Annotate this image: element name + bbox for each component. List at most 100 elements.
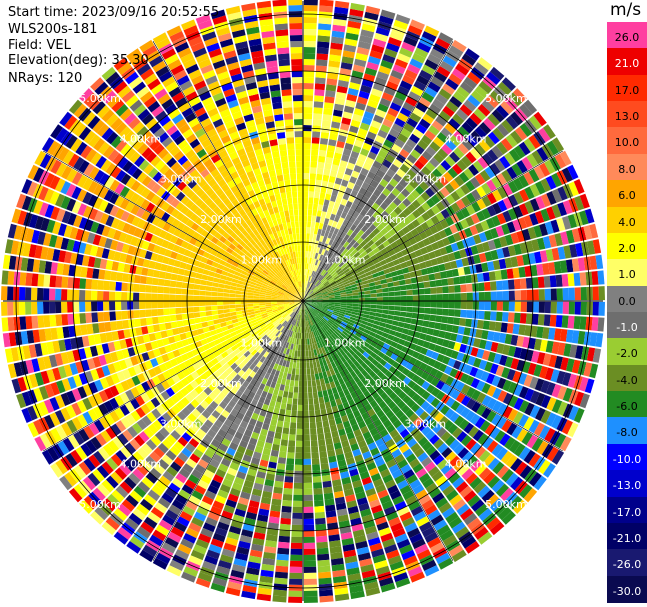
velocity-gate [372,324,379,330]
velocity-gate [322,293,329,296]
velocity-gate [460,292,467,301]
velocity-gate [542,236,552,249]
velocity-gate [70,449,83,464]
velocity-gate [314,265,319,272]
velocity-gate [180,397,190,407]
velocity-gate [513,347,522,359]
velocity-gate [304,296,310,300]
velocity-gate [292,398,298,405]
velocity-gate [447,423,458,435]
velocity-gate [229,370,238,379]
velocity-gate [273,288,280,292]
velocity-gate [270,418,278,427]
velocity-gate [295,301,302,304]
velocity-gate [136,503,150,516]
velocity-gate [507,312,515,323]
velocity-gate [575,242,584,257]
velocity-gate [332,158,341,166]
velocity-gate [310,167,317,174]
velocity-gate [551,188,563,203]
velocity-gate [163,308,170,316]
velocity-gate [399,285,407,291]
velocity-gate [77,174,88,188]
velocity-gate [282,360,287,367]
velocity-gate [397,459,409,469]
velocity-gate [154,502,168,514]
velocity-gate [239,323,247,329]
velocity-gate [109,192,120,205]
velocity-gate [362,332,369,338]
velocity-gate [249,281,257,286]
velocity-gate [276,463,286,470]
velocity-gate [318,571,332,579]
velocity-gate [247,309,255,313]
velocity-gate [332,285,339,290]
velocity-gate [303,572,317,579]
velocity-gate [101,343,110,354]
velocity-gate [321,248,326,256]
velocity-gate [398,279,406,286]
velocity-gate [409,251,417,260]
velocity-gate [496,173,507,186]
velocity-gate [499,155,511,169]
velocity-gate [365,5,381,15]
velocity-gate [272,289,279,293]
velocity-gate [471,389,481,401]
velocity-gate [373,418,383,428]
velocity-gate [531,239,540,252]
velocity-gate [295,299,302,301]
velocity-gate [33,419,45,435]
velocity-gate [414,159,425,170]
velocity-gate [259,296,266,299]
velocity-gate [309,257,312,264]
velocity-gate [371,44,385,54]
velocity-gate [181,571,197,583]
velocity-gate [559,260,568,273]
velocity-gate [568,301,575,315]
velocity-gate [325,338,331,345]
velocity-gate [294,307,299,313]
velocity-gate [93,392,104,405]
velocity-gate [349,468,359,477]
velocity-gate [329,280,336,285]
velocity-gate [333,309,340,313]
velocity-gate [199,285,207,291]
velocity-gate [410,365,419,374]
velocity-gate [346,373,353,381]
velocity-gate [312,286,318,292]
velocity-gate [196,443,207,454]
velocity-gate [92,356,102,368]
velocity-gate [219,358,227,367]
velocity-gate [360,344,368,352]
velocity-gate [289,302,296,305]
velocity-gate [551,384,562,398]
velocity-gate [364,304,371,308]
velocity-gate [329,54,341,62]
velocity-gate [478,508,493,522]
velocity-gate [312,343,316,350]
velocity-gate [436,308,443,316]
velocity-gate [140,318,147,327]
velocity-gate [293,313,297,319]
velocity-gate [104,353,113,364]
velocity-gate [413,417,423,427]
velocity-gate [364,228,373,236]
velocity-gate [331,189,339,197]
velocity-gate [284,385,290,392]
velocity-gate [272,291,279,295]
velocity-gate [328,343,334,350]
velocity-gate [436,256,444,265]
velocity-gate [335,146,344,155]
velocity-gate [169,235,179,244]
velocity-gate [262,327,269,333]
velocity-gate [422,340,431,349]
velocity-gate [380,391,389,401]
velocity-gate [382,173,392,183]
velocity-gate [476,186,487,198]
velocity-gate [506,268,514,279]
velocity-gate [84,347,93,359]
velocity-gate [231,355,239,363]
velocity-gate [212,500,225,510]
velocity-gate [194,254,203,262]
velocity-gate [337,358,344,365]
